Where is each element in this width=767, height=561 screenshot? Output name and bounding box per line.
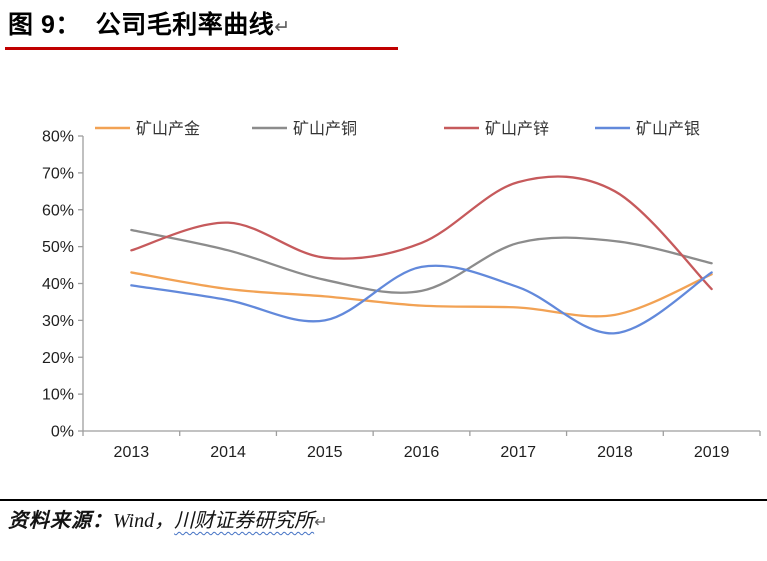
footer-divider-rule — [0, 499, 767, 501]
y-tick-label: 70% — [42, 165, 74, 182]
y-tick-label: 40% — [42, 276, 74, 293]
x-tick-label: 2015 — [307, 444, 343, 461]
y-tick-label: 30% — [42, 313, 74, 330]
legend-label-silver: 矿山产银 — [636, 120, 700, 138]
x-tick-label: 2017 — [500, 444, 536, 461]
chart-area: 0% 10% 20% 30% 40% 50% 60% 70% 80% 2013 2014 2015 20… — [0, 105, 767, 480]
y-tick-label: 80% — [42, 129, 74, 146]
series-line-gold — [130, 271, 713, 318]
source-note-institute: 川财证券研究所 — [174, 510, 315, 532]
y-tick-label: 0% — [51, 424, 74, 441]
paragraph-return-mark: ↵ — [274, 17, 291, 38]
figure-title-text: 图 9： 公司毛利率曲线 — [8, 11, 275, 39]
series-line-copper — [130, 228, 713, 294]
source-note-wind: Wind， — [113, 510, 175, 532]
x-tick-label: 2018 — [597, 444, 633, 461]
legend-label-zinc: 矿山产锌 — [485, 120, 549, 138]
x-tick-label: 2013 — [114, 444, 150, 461]
gross-margin-chart: 0% 10% 20% 30% 40% 50% 60% 70% 80% 2013 2014 2015 20… — [42, 120, 761, 461]
y-tick-label: 10% — [42, 387, 74, 404]
x-tick-label: 2019 — [694, 444, 730, 461]
legend-label-copper: 矿山产铜 — [293, 120, 357, 138]
figure-title: 图 9： 公司毛利率曲线↵ — [8, 6, 291, 47]
source-note: 资料来源：Wind，川财证券研究所↵ — [8, 506, 758, 538]
source-note-prefix: 资料来源： — [8, 510, 113, 532]
x-tick-label: 2016 — [404, 444, 440, 461]
legend-label-gold: 矿山产金 — [136, 120, 200, 138]
y-tick-label: 20% — [42, 350, 74, 367]
x-tick-label: 2014 — [210, 444, 246, 461]
footer-return-mark: ↵ — [314, 514, 328, 531]
y-tick-label: 60% — [42, 202, 74, 219]
title-underline-rule — [5, 47, 398, 50]
y-tick-label: 50% — [42, 239, 74, 256]
series-line-silver — [130, 264, 713, 335]
series-line-zinc — [130, 175, 713, 291]
